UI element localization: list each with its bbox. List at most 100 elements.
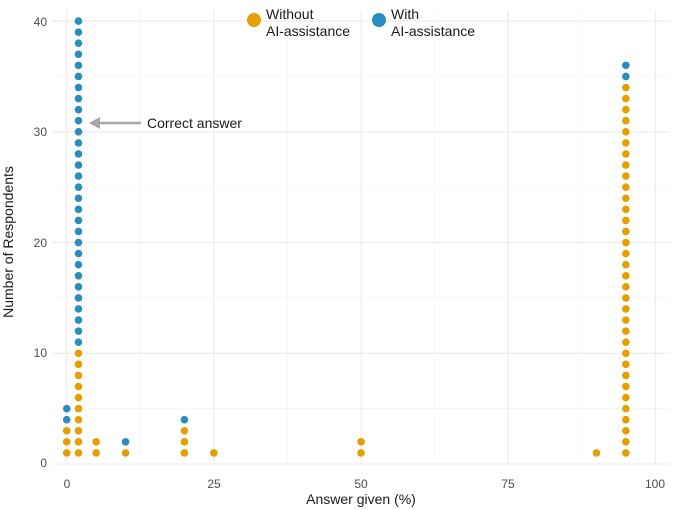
dot-without-ai (180, 438, 189, 446)
dot-without-ai (622, 294, 630, 302)
y-tick-label: 10 (34, 346, 48, 360)
dot-without-ai (357, 438, 365, 446)
dot-with-ai (74, 183, 83, 191)
dot-without-ai (74, 438, 83, 446)
dot-without-ai (74, 393, 83, 402)
dot-with-ai (121, 438, 130, 446)
dot-without-ai (74, 371, 83, 380)
dot-without-ai (74, 349, 83, 358)
dot-with-ai (74, 17, 83, 25)
dot-without-ai (62, 438, 71, 446)
dot-with-ai (74, 205, 83, 214)
dot-with-ai (74, 227, 83, 236)
dot-without-ai (622, 438, 630, 446)
x-tick-label: 50 (354, 477, 368, 491)
dot-without-ai (622, 393, 630, 402)
dot-with-ai (74, 161, 83, 169)
dot-without-ai (74, 382, 83, 391)
dot-without-ai (622, 205, 630, 214)
dot-without-ai (74, 404, 83, 413)
dot-without-ai (121, 449, 130, 457)
y-tick-label: 40 (34, 15, 48, 29)
dot-without-ai (622, 94, 630, 103)
dot-with-ai (74, 294, 83, 302)
dot-with-ai (74, 105, 83, 114)
dot-with-ai (74, 150, 83, 158)
legend-label-with-line2: AI-assistance (391, 23, 475, 39)
dot-without-ai (622, 183, 630, 191)
legend-swatch-with-ai (372, 13, 386, 27)
dot-without-ai (180, 449, 189, 457)
x-tick-label: 100 (645, 477, 665, 491)
x-tick-label: 0 (64, 477, 71, 491)
x-axis-title: Answer given (%) (306, 491, 416, 507)
dot-without-ai (92, 438, 100, 446)
dot-without-ai (210, 449, 218, 457)
legend-label-without-line1: Without (266, 6, 314, 22)
dot-without-ai (62, 449, 71, 457)
legend: Without AI-assistance With AI-assistance (247, 6, 475, 39)
y-tick-label: 0 (40, 456, 47, 470)
dot-with-ai (180, 415, 189, 424)
dot-with-ai (622, 72, 630, 81)
dot-without-ai (622, 404, 630, 413)
dot-with-ai (74, 128, 83, 136)
dot-without-ai (622, 249, 630, 258)
dot-with-ai (74, 249, 83, 258)
dot-without-ai (622, 128, 630, 136)
dot-without-ai (622, 426, 630, 435)
dot-with-ai (62, 415, 71, 424)
legend-swatch-without-ai (247, 13, 261, 27)
dot-without-ai (622, 271, 630, 280)
data-points (62, 17, 630, 457)
legend-label-without-line2: AI-assistance (266, 23, 350, 39)
x-tick-label: 75 (501, 477, 515, 491)
dot-without-ai (622, 449, 630, 457)
dot-with-ai (74, 50, 83, 59)
dot-without-ai (622, 227, 630, 236)
dot-with-ai (74, 238, 83, 247)
dot-with-ai (74, 116, 83, 125)
dot-without-ai (62, 426, 71, 435)
annotation-label: Correct answer (147, 115, 242, 131)
dot-without-ai (622, 83, 630, 92)
dot-without-ai (92, 449, 100, 457)
dot-without-ai (622, 360, 630, 369)
tick-labels: 0 10 20 30 40 0 25 50 75 100 (34, 15, 666, 491)
dot-without-ai (622, 161, 630, 169)
dot-without-ai (622, 283, 630, 291)
dot-without-ai (622, 316, 630, 324)
y-axis-title: Number of Respondents (0, 166, 16, 318)
dot-without-ai (622, 105, 630, 114)
correct-answer-annotation: Correct answer (89, 115, 242, 131)
dot-without-ai (622, 238, 630, 247)
dot-with-ai (74, 94, 83, 103)
dot-without-ai (622, 216, 630, 225)
dot-without-ai (622, 338, 630, 346)
dot-without-ai (622, 194, 630, 203)
dot-with-ai (74, 271, 83, 280)
legend-label-with-line1: With (391, 6, 419, 22)
dot-with-ai (74, 216, 83, 225)
dot-with-ai (74, 316, 83, 324)
dot-with-ai (74, 61, 83, 70)
dot-with-ai (74, 283, 83, 291)
dot-without-ai (622, 305, 630, 313)
dot-without-ai (622, 116, 630, 125)
dot-with-ai (74, 139, 83, 147)
grid-lines (52, 10, 670, 465)
x-tick-label: 25 (207, 477, 221, 491)
dot-with-ai (74, 260, 83, 269)
dot-without-ai (74, 426, 83, 435)
dot-without-ai (74, 360, 83, 369)
dot-without-ai (622, 260, 630, 269)
dot-without-ai (622, 371, 630, 380)
dot-without-ai (74, 415, 83, 424)
dot-without-ai (357, 449, 365, 457)
dot-with-ai (74, 28, 83, 36)
dot-without-ai (622, 150, 630, 158)
dot-with-ai (74, 338, 83, 346)
dot-with-ai (62, 404, 71, 413)
dot-with-ai (74, 172, 83, 180)
